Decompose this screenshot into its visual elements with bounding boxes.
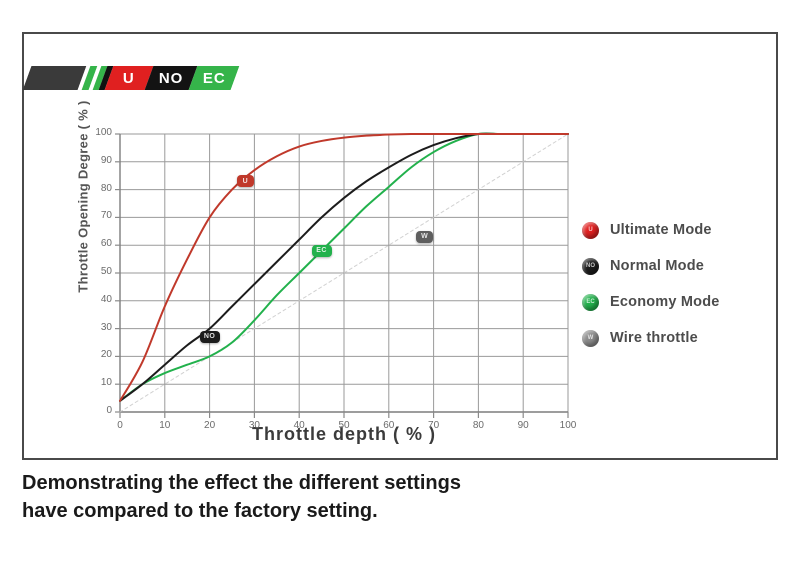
legend-marker-letter: W xyxy=(587,335,594,341)
legend-item-economy-mode[interactable]: EC Economy Mode xyxy=(582,284,772,320)
x-tick-label: 0 xyxy=(117,420,123,431)
plot-svg xyxy=(115,132,569,418)
x-axis-title: Throttle depth ( % ) xyxy=(252,424,436,444)
figure-caption: Demonstrating the effect the different s… xyxy=(22,470,622,525)
y-tick-label: 80 xyxy=(100,182,112,194)
curve-badge-normal-mode: NO xyxy=(199,330,220,343)
caption-line-1: Demonstrating the effect the different s… xyxy=(22,472,461,494)
caption-line-2: have compared to the factory setting. xyxy=(22,499,378,522)
y-tick-label: 10 xyxy=(100,377,112,389)
legend-marker-letter: NO xyxy=(586,263,595,269)
series-line-wire-throttle xyxy=(119,133,569,413)
y-tick-label: 40 xyxy=(100,293,112,305)
y-tick-label: 70 xyxy=(100,210,112,222)
chart-panel: U NO EC Throttle Opening Degree ( % ) Th… xyxy=(22,32,778,460)
x-tick-label: 80 xyxy=(472,420,484,431)
x-tick-label: 10 xyxy=(159,420,171,431)
chart-legend: U Ultimate Mode NO Normal Mode EC Economy Mod… xyxy=(582,212,772,356)
plot-area: Throttle Opening Degree ( % ) Throttle d… xyxy=(24,34,780,462)
curve-badge-wire-throttle: W xyxy=(416,230,434,243)
x-tick-label: 70 xyxy=(428,420,440,431)
x-tick-label: 20 xyxy=(204,420,216,431)
x-tick-label: 40 xyxy=(293,420,305,431)
legend-item-wire-throttle[interactable]: W Wire throttle xyxy=(582,320,772,356)
y-tick-label: 60 xyxy=(100,238,112,250)
legend-marker-icon: EC xyxy=(582,293,599,311)
curve-badge-economy-mode: EC xyxy=(311,244,332,257)
x-tick-label: 100 xyxy=(559,420,577,431)
x-tick-label: 50 xyxy=(338,420,350,431)
series-line-ultimate-mode xyxy=(119,132,569,402)
legend-marker-icon: W xyxy=(582,329,599,347)
legend-marker-icon: NO xyxy=(582,257,599,275)
y-tick-label: 90 xyxy=(100,154,112,166)
legend-marker-letter: EC xyxy=(586,299,595,305)
y-tick-label: 0 xyxy=(106,405,112,416)
legend-item-label: Economy Mode xyxy=(610,294,720,310)
curve-badge-ultimate-mode: U xyxy=(236,175,254,188)
y-tick-label: 100 xyxy=(95,127,112,138)
x-tick-label: 60 xyxy=(383,420,395,431)
y-tick-label: 50 xyxy=(100,266,112,277)
legend-item-label: Wire throttle xyxy=(610,330,698,346)
legend-marker-icon: U xyxy=(582,221,599,239)
x-tick-label: 30 xyxy=(248,420,260,431)
y-tick-label: 20 xyxy=(100,349,112,361)
legend-item-label: Normal Mode xyxy=(610,258,705,274)
legend-marker-letter: U xyxy=(588,227,593,233)
legend-item-ultimate-mode[interactable]: U Ultimate Mode xyxy=(582,212,772,248)
y-tick-label: 30 xyxy=(100,321,112,333)
x-tick-label: 90 xyxy=(517,420,529,431)
legend-item-label: Ultimate Mode xyxy=(610,222,712,238)
legend-item-normal-mode[interactable]: NO Normal Mode xyxy=(582,248,772,284)
